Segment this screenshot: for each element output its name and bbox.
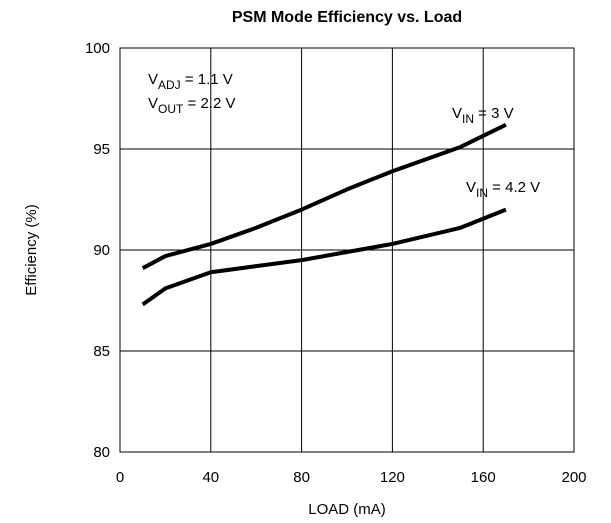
x-tick-label: 160 <box>471 469 496 486</box>
x-tick-label: 80 <box>293 469 310 486</box>
annotation-text: V <box>148 71 158 88</box>
annotation-subscript: OUT <box>158 102 184 116</box>
annotation-text: = 3 V <box>474 105 514 122</box>
annotation: VIN = 3 V <box>452 105 514 126</box>
y-tick-label: 90 <box>93 242 110 259</box>
annotation: VOUT = 2.2 V <box>148 95 235 116</box>
x-axis-label: LOAD (mA) <box>308 501 386 518</box>
line <box>141 207 507 307</box>
annotation-text: V <box>466 179 476 196</box>
annotation-subscript: ADJ <box>158 78 181 92</box>
annotation: VIN = 4.2 V <box>466 179 540 200</box>
annotation-text: V <box>148 95 158 112</box>
line <box>141 122 507 270</box>
annotation: VADJ = 1.1 V <box>148 71 233 92</box>
y-axis-label: Efficiency (%) <box>23 204 40 295</box>
x-tick-label: 0 <box>116 469 124 486</box>
y-tick-label: 95 <box>93 141 110 158</box>
y-tick-label: 85 <box>93 343 110 360</box>
y-tick-label: 100 <box>85 40 110 57</box>
chart-title: PSM Mode Efficiency vs. Load <box>232 9 462 26</box>
x-tick-label: 120 <box>380 469 405 486</box>
annotation-text: V <box>452 105 462 122</box>
x-tick-label: 200 <box>561 469 586 486</box>
plot-frame <box>119 47 575 453</box>
annotation-subscript: IN <box>476 186 488 200</box>
y-tick-label: 80 <box>93 444 110 461</box>
annotation-text: = 4.2 V <box>488 179 540 196</box>
x-tick-label: 40 <box>202 469 219 486</box>
annotation-text: = 2.2 V <box>183 95 235 112</box>
annotation-text: = 1.1 V <box>181 71 233 88</box>
annotation-subscript: IN <box>462 112 474 126</box>
